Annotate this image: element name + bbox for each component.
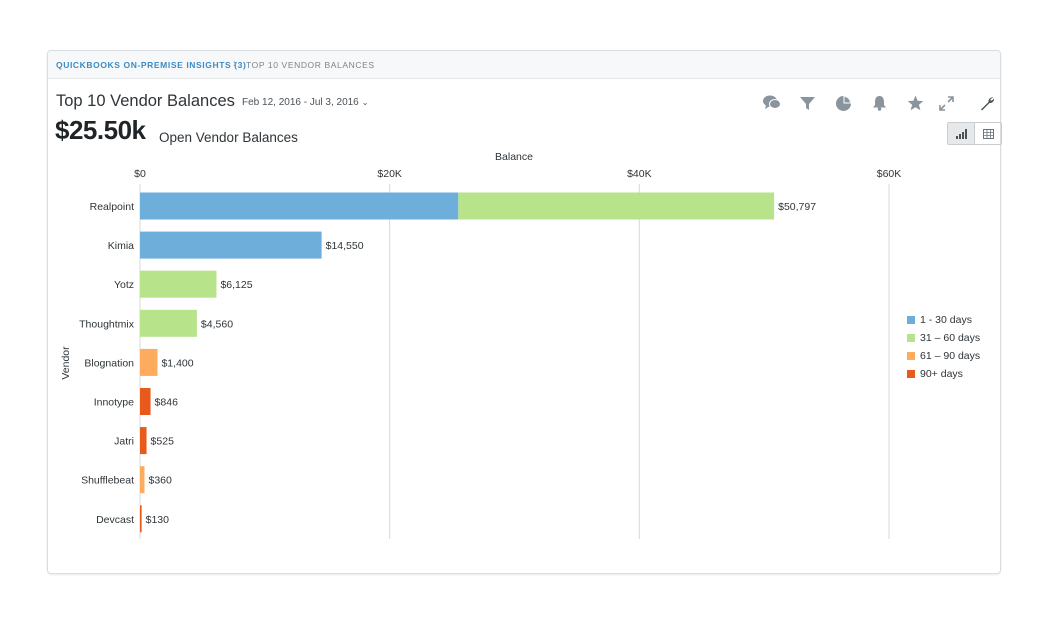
view-toggle bbox=[947, 122, 1002, 145]
data-label: $846 bbox=[155, 397, 179, 409]
wrench-icon[interactable] bbox=[977, 93, 997, 113]
bar-chart: $0 $20K $40K $60K Balance Vendor Realpoint $50,… bbox=[60, 151, 902, 539]
x-axis-title: Balance bbox=[495, 151, 533, 163]
filter-icon[interactable] bbox=[797, 93, 817, 113]
page-title: Top 10 Vendor Balances bbox=[56, 92, 235, 110]
star-icon[interactable] bbox=[905, 93, 925, 113]
comments-icon[interactable] bbox=[762, 93, 782, 113]
breadcrumb: QUICKBOOKS ON-PREMISE INSIGHTS (3) › TOP… bbox=[48, 51, 1000, 79]
data-label: $525 bbox=[151, 436, 175, 448]
x-tick-label: $60K bbox=[877, 168, 902, 180]
y-axis-title: Vendor bbox=[60, 346, 72, 380]
legend-item[interactable]: 90+ days bbox=[907, 365, 980, 383]
legend-item[interactable]: 1 - 30 days bbox=[907, 311, 980, 329]
bar-segment bbox=[140, 427, 147, 455]
x-tick-label: $0 bbox=[134, 168, 146, 180]
legend-item[interactable]: 31 – 60 days bbox=[907, 329, 980, 347]
legend-label: 31 – 60 days bbox=[920, 332, 981, 344]
category-label: Blognation bbox=[84, 357, 134, 369]
total-value: $25.50k bbox=[55, 115, 146, 145]
bell-icon[interactable] bbox=[869, 93, 889, 113]
category-label: Jatri bbox=[114, 436, 134, 448]
data-label: $130 bbox=[146, 514, 170, 526]
legend-label: 61 – 90 days bbox=[920, 350, 981, 362]
date-range-label: Feb 12, 2016 - Jul 3, 2016 bbox=[242, 97, 359, 108]
category-label: Thoughtmix bbox=[79, 318, 135, 330]
data-label: $50,797 bbox=[778, 201, 816, 213]
category-label: Innotype bbox=[94, 397, 134, 409]
breadcrumb-root-link[interactable]: QUICKBOOKS ON-PREMISE INSIGHTS (3) bbox=[56, 60, 247, 70]
category-label: Kimia bbox=[108, 240, 134, 252]
bar-segment bbox=[140, 231, 322, 259]
legend-swatch bbox=[907, 316, 915, 324]
pie-chart-icon[interactable] bbox=[833, 93, 853, 113]
x-tick-label: $20K bbox=[377, 168, 402, 180]
legend-swatch bbox=[907, 334, 915, 342]
data-label: $360 bbox=[148, 475, 172, 487]
chart-legend: 1 - 30 days 31 – 60 days 61 – 90 days 90+ d… bbox=[907, 311, 980, 383]
x-tick-label: $40K bbox=[627, 168, 652, 180]
table-view-icon[interactable] bbox=[975, 123, 1001, 144]
category-label: Devcast bbox=[96, 514, 134, 526]
expand-icon[interactable] bbox=[936, 93, 956, 113]
total-label: Open Vendor Balances bbox=[159, 130, 298, 145]
bar-segment bbox=[140, 466, 145, 494]
bar-segment bbox=[140, 348, 158, 376]
legend-label: 90+ days bbox=[920, 368, 963, 380]
bar-segment bbox=[140, 388, 151, 415]
widget-card: QUICKBOOKS ON-PREMISE INSIGHTS (3) › TOP… bbox=[47, 50, 1002, 574]
data-label: $14,550 bbox=[326, 240, 364, 252]
breadcrumb-separator: › bbox=[233, 58, 238, 70]
bar-segment bbox=[140, 505, 142, 533]
bar-segment bbox=[458, 192, 775, 220]
date-range-dropdown[interactable]: Feb 12, 2016 - Jul 3, 2016 ⌄ bbox=[242, 97, 368, 108]
bar-segment bbox=[140, 192, 459, 220]
category-label: Yotz bbox=[114, 279, 134, 291]
bar-segment bbox=[140, 309, 197, 337]
legend-label: 1 - 30 days bbox=[920, 314, 972, 326]
legend-swatch bbox=[907, 370, 915, 378]
category-label: Shufflebeat bbox=[81, 475, 134, 487]
chevron-down-icon: ⌄ bbox=[361, 98, 369, 107]
category-label: Realpoint bbox=[90, 201, 134, 213]
legend-item[interactable]: 61 – 90 days bbox=[907, 347, 980, 365]
breadcrumb-current: TOP 10 VENDOR BALANCES bbox=[246, 60, 375, 70]
data-label: $6,125 bbox=[220, 279, 252, 291]
data-label: $1,400 bbox=[161, 357, 193, 369]
bar-segment bbox=[140, 270, 217, 298]
data-label: $4,560 bbox=[201, 318, 233, 330]
legend-swatch bbox=[907, 352, 915, 360]
bar-chart-view-icon[interactable] bbox=[948, 123, 975, 144]
